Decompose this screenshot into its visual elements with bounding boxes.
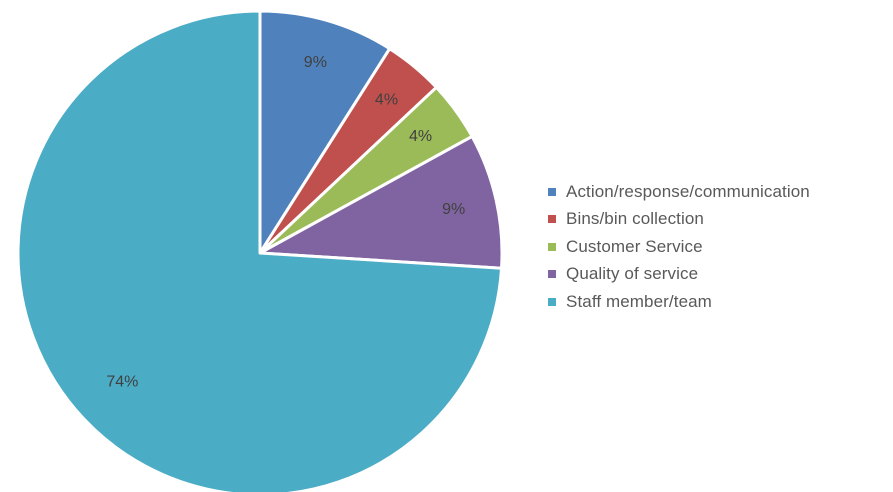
legend-item-quality-of-service: Quality of service bbox=[548, 261, 810, 289]
legend-swatch bbox=[548, 297, 556, 306]
legend-swatch bbox=[548, 187, 556, 196]
legend-item-action-response-communication: Action/response/communication bbox=[548, 178, 810, 206]
pie-slices bbox=[16, 9, 504, 492]
legend-label: Quality of service bbox=[566, 264, 699, 284]
pie-slice-action-response-communication bbox=[258, 9, 392, 255]
legend: Action/response/communication Bins/bin c… bbox=[548, 178, 810, 316]
legend-item-customer-service: Customer Service bbox=[548, 233, 810, 261]
legend-swatch bbox=[548, 270, 556, 279]
legend-label: Action/response/communication bbox=[566, 181, 810, 201]
data-label-customer-service: 4% bbox=[409, 128, 432, 145]
data-label-quality-of-service: 9% bbox=[442, 201, 465, 218]
legend-item-bins-bin-collection: Bins/bin collection bbox=[548, 206, 810, 234]
data-label-bins-bin-collection: 4% bbox=[375, 92, 398, 109]
pie-slice-staff-member-team bbox=[16, 9, 504, 492]
legend-label: Customer Service bbox=[566, 236, 703, 256]
legend-swatch bbox=[548, 242, 556, 251]
pie-data-labels: 9% 4% 4% 9% 74% bbox=[106, 54, 465, 391]
pie-slice-quality-of-service bbox=[258, 134, 504, 270]
legend-label: Bins/bin collection bbox=[566, 209, 704, 229]
data-label-action-response-communication: 9% bbox=[304, 54, 327, 71]
legend-swatch bbox=[548, 215, 556, 224]
legend-item-staff-member-team: Staff member/team bbox=[548, 288, 810, 316]
legend-label: Staff member/team bbox=[566, 291, 712, 311]
data-label-staff-member-team: 74% bbox=[106, 374, 138, 391]
